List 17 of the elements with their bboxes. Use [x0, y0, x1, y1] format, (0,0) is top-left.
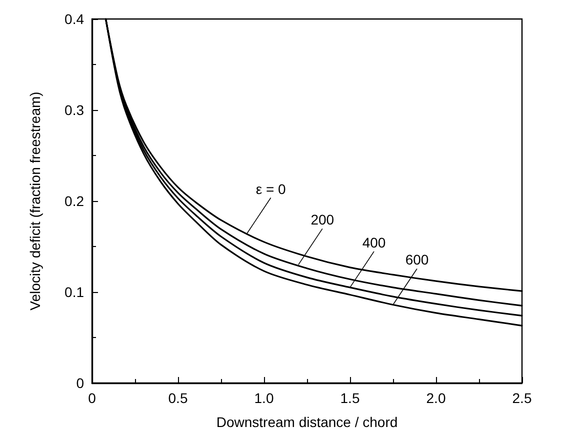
annotation: ε = 0: [256, 180, 286, 197]
x-tick-label: 0.5: [168, 390, 188, 406]
y-tick-label: 0: [76, 375, 84, 391]
y-tick-label: 0.3: [64, 102, 84, 118]
annotation: 200: [310, 212, 334, 228]
y-axis-title: Velocity deficit (fraction freestream): [27, 92, 43, 310]
x-tick-label: 0: [88, 390, 96, 406]
annotation: 600: [405, 252, 429, 268]
x-axis-title: Downstream distance / chord: [216, 414, 398, 430]
y-tick-label: 0.4: [64, 11, 84, 27]
y-tick-label: 0.1: [64, 284, 84, 300]
x-tick-label: 2.5: [512, 390, 532, 406]
annotation: 400: [362, 234, 386, 250]
x-tick-label: 1.0: [254, 390, 274, 406]
x-tick-label: 1.5: [340, 390, 360, 406]
x-tick-label: 2.0: [426, 390, 446, 406]
y-tick-label: 0.2: [64, 193, 84, 209]
